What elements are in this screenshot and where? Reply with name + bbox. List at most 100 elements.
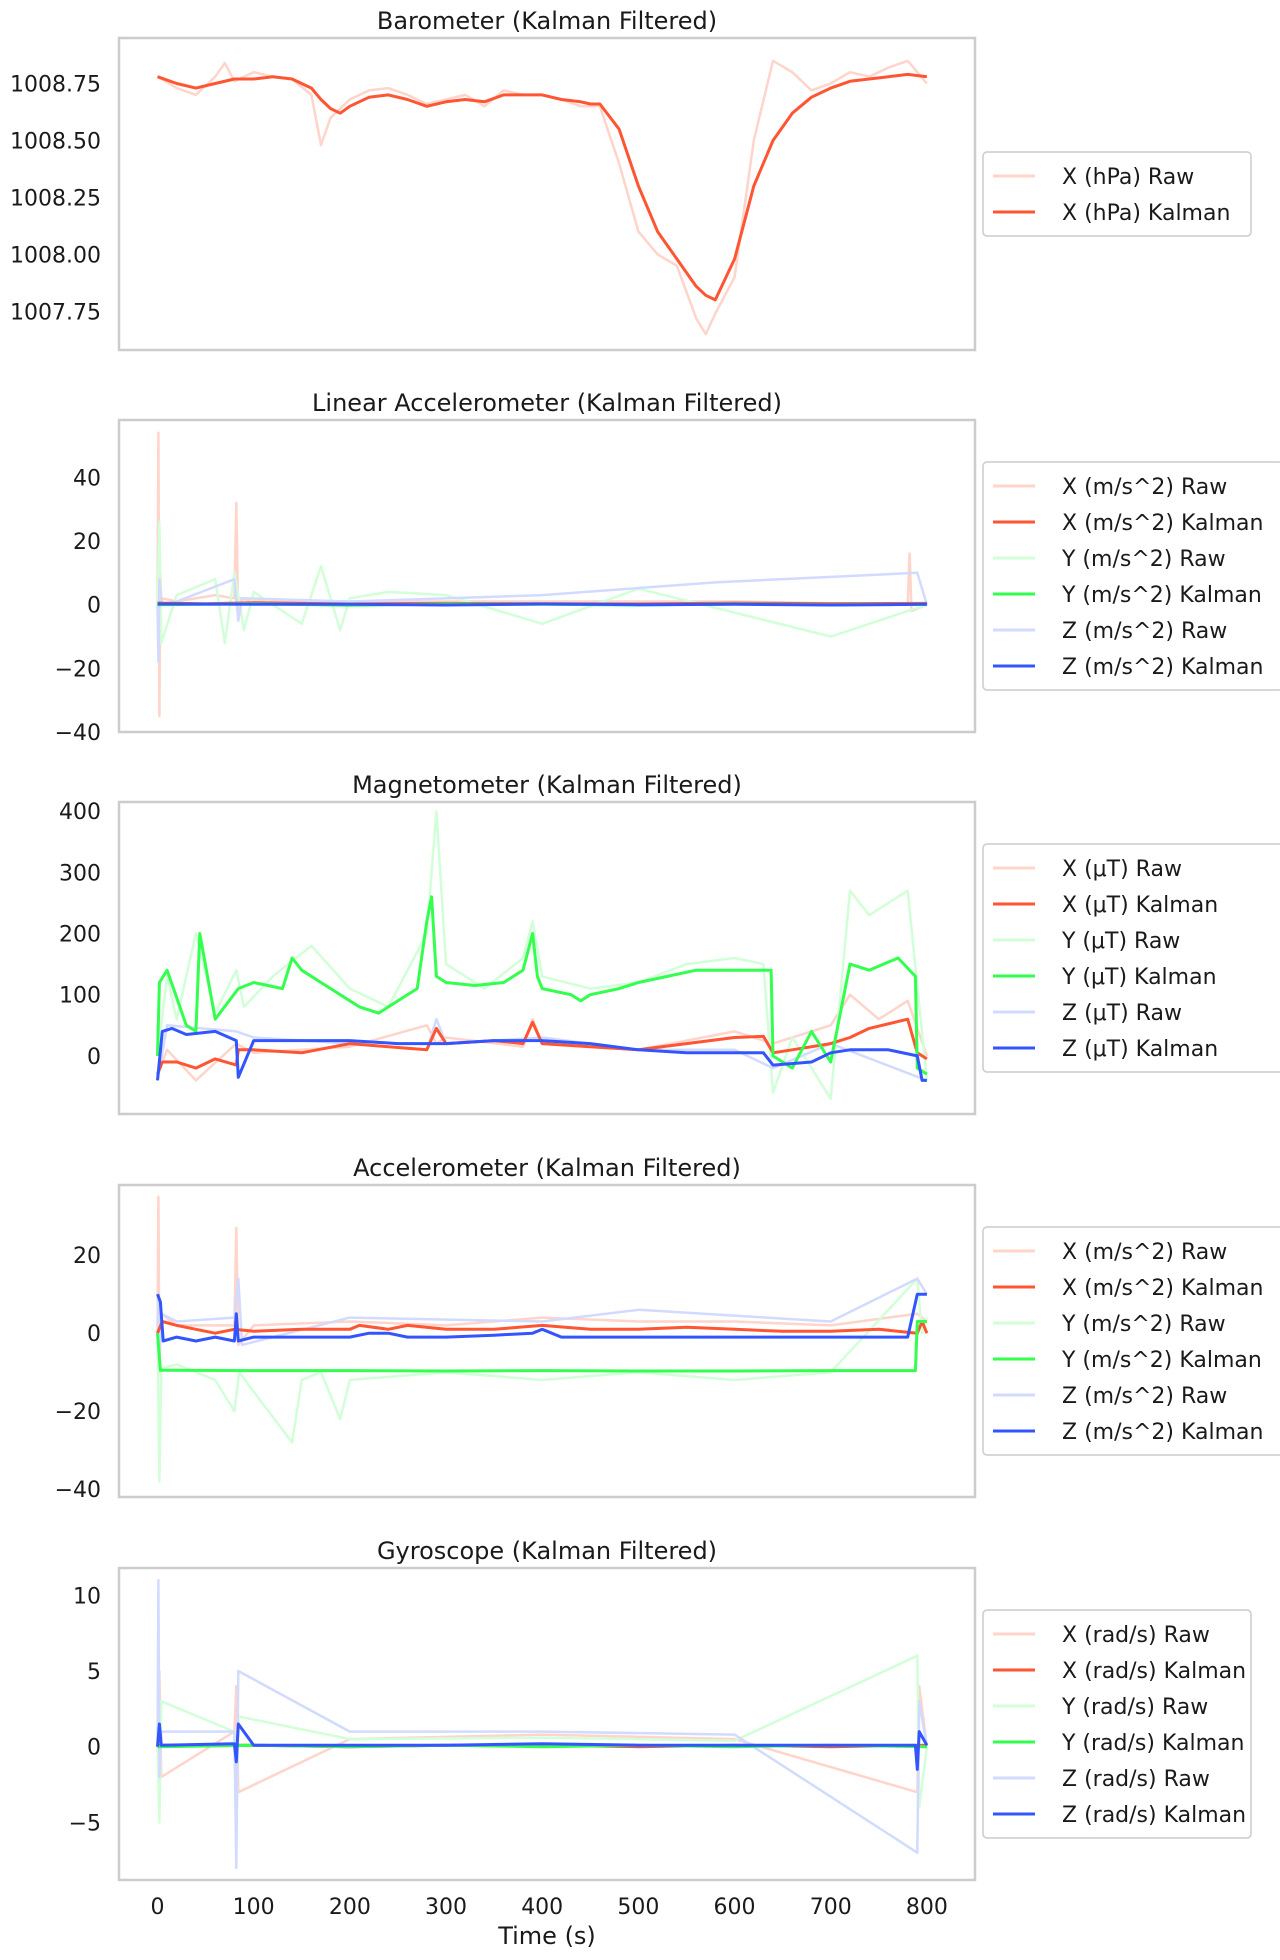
legend-box <box>982 843 1280 1073</box>
chart-title: Linear Accelerometer (Kalman Filtered) <box>312 389 782 417</box>
x-tick-label: 0 <box>150 1895 164 1920</box>
series-line-z-raw <box>156 571 929 664</box>
legend-entry: X (μT) Kalman <box>1062 893 1218 918</box>
legend-entry: Y (m/s^2) Raw <box>1061 1312 1226 1337</box>
series-group <box>156 809 929 1100</box>
series-line-z-raw <box>156 1017 928 1082</box>
y-tick-label: 20 <box>73 1244 101 1269</box>
x-tick-label: 400 <box>521 1895 563 1920</box>
series-line-z-kalman <box>156 1722 929 1771</box>
chart-title: Gyroscope (Kalman Filtered) <box>377 1537 717 1565</box>
series-group <box>156 1578 929 1870</box>
x-tick-label: 100 <box>233 1895 275 1920</box>
legend-entry: Z (μT) Kalman <box>1062 1037 1218 1062</box>
legend-entry: Y (μT) Kalman <box>1061 965 1217 990</box>
series-line-z-raw <box>156 1277 928 1354</box>
legend-entry: X (hPa) Kalman <box>1062 201 1230 226</box>
series-line-z-kalman <box>156 1026 927 1082</box>
series-line-z-raw <box>156 1578 929 1870</box>
legend-entry: X (rad/s) Raw <box>1062 1623 1210 1648</box>
legend: X (μT) Raw X (μT) Kalman Y (μT) Raw Y (μT) … <box>982 843 1280 1073</box>
legend: X (m/s^2) Raw X (m/s^2) Kalman Y (m/s^2) R… <box>982 461 1280 691</box>
y-tick-label: 0 <box>87 594 101 619</box>
legend-entry: Y (m/s^2) Kalman <box>1061 1348 1262 1373</box>
legend-box <box>982 1609 1252 1839</box>
series-group <box>156 59 928 336</box>
legend-entry: Z (m/s^2) Raw <box>1062 1384 1227 1409</box>
y-tick-label: −20 <box>55 1400 101 1425</box>
chart-panel-3: Magnetometer (Kalman Filtered) 0 100 200 300… <box>59 771 1280 1116</box>
series-line-x-kalman <box>156 1320 929 1335</box>
y-tick-label: 1007.75 <box>10 300 101 325</box>
x-tick-label: 300 <box>425 1895 467 1920</box>
y-tick-label: −40 <box>55 1478 101 1503</box>
legend-entry: X (m/s^2) Kalman <box>1062 1276 1263 1301</box>
plot-frame <box>117 1566 977 1882</box>
chart-panel-2: Linear Accelerometer (Kalman Filtered) −4… <box>55 389 1280 746</box>
legend-entry: Z (rad/s) Kalman <box>1062 1803 1246 1828</box>
x-tick-label: 600 <box>714 1895 756 1920</box>
legend-box <box>982 1226 1280 1456</box>
legend: X (m/s^2) Raw X (m/s^2) Kalman Y (m/s^2) R… <box>982 1226 1280 1456</box>
y-tick-label: 5 <box>87 1660 101 1685</box>
y-tick-label: −5 <box>69 1811 101 1836</box>
legend-entry: Z (m/s^2) Kalman <box>1062 655 1263 680</box>
y-tick-label: 100 <box>59 984 101 1009</box>
legend-entry: Y (rad/s) Kalman <box>1061 1731 1244 1756</box>
y-tick-label: 300 <box>59 861 101 886</box>
series-line-y-raw <box>156 809 929 1100</box>
legend-entry: X (μT) Raw <box>1062 857 1182 882</box>
chart-panel-4: Accelerometer (Kalman Filtered) −40 −20 0 20… <box>55 1154 1280 1503</box>
series-line-y-raw <box>156 520 928 645</box>
legend-entry: Y (m/s^2) Kalman <box>1061 583 1262 608</box>
legend: X (hPa) Raw X (hPa) Kalman <box>982 151 1252 237</box>
legend-entry: X (m/s^2) Kalman <box>1062 511 1263 536</box>
legend-entry: Y (μT) Raw <box>1061 929 1180 954</box>
plot-frame <box>117 800 977 1116</box>
y-tick-label: 40 <box>73 466 101 491</box>
y-tick-label: 1008.25 <box>10 186 101 211</box>
y-tick-label: 0 <box>87 1322 101 1347</box>
y-tick-label: 1008.75 <box>10 73 101 98</box>
legend-box <box>982 461 1280 691</box>
legend-entry: Z (rad/s) Raw <box>1062 1767 1210 1792</box>
series-line-x-raw <box>156 1195 928 1374</box>
series-line-x-raw <box>156 59 928 336</box>
chart-title: Accelerometer (Kalman Filtered) <box>353 1154 741 1182</box>
series-group <box>156 431 929 718</box>
y-tick-label: 1008.50 <box>10 129 101 154</box>
series-line-z-kalman <box>157 602 927 607</box>
y-tick-label: 20 <box>73 530 101 555</box>
series-line-z-kalman <box>156 1292 927 1343</box>
plot-frame <box>117 1183 977 1499</box>
series-group <box>156 1195 929 1483</box>
x-tick-label: 700 <box>810 1895 852 1920</box>
plot-frame <box>117 36 977 352</box>
x-tick-label: 500 <box>617 1895 659 1920</box>
y-tick-label: −40 <box>55 721 101 746</box>
chart-title: Barometer (Kalman Filtered) <box>377 7 717 35</box>
x-tick-label: 200 <box>329 1895 371 1920</box>
chart-title: Magnetometer (Kalman Filtered) <box>352 771 742 799</box>
legend-box <box>982 151 1252 237</box>
legend-entry: X (rad/s) Kalman <box>1062 1659 1246 1684</box>
series-line-y-kalman <box>156 1320 927 1373</box>
series-line-x-raw <box>156 431 928 718</box>
y-tick-label: 0 <box>87 1736 101 1761</box>
y-tick-label: 1008.00 <box>10 243 101 268</box>
legend-entry: Y (rad/s) Raw <box>1061 1695 1208 1720</box>
y-tick-label: 200 <box>59 923 101 948</box>
x-axis-label: Time (s) <box>497 1922 596 1950</box>
legend-entry: Z (m/s^2) Raw <box>1062 619 1227 644</box>
y-tick-label: −20 <box>55 657 101 682</box>
y-tick-label: 0 <box>87 1045 101 1070</box>
plot-frame <box>117 418 977 734</box>
chart-panel-1: Barometer (Kalman Filtered) 1007.75 1008.0… <box>10 7 1252 352</box>
legend-entry: Z (m/s^2) Kalman <box>1062 1420 1263 1445</box>
y-tick-label: 400 <box>59 800 101 825</box>
legend-entry: X (hPa) Raw <box>1062 165 1194 190</box>
series-line-y-raw <box>156 1654 929 1839</box>
legend-entry: X (m/s^2) Raw <box>1062 1240 1227 1265</box>
